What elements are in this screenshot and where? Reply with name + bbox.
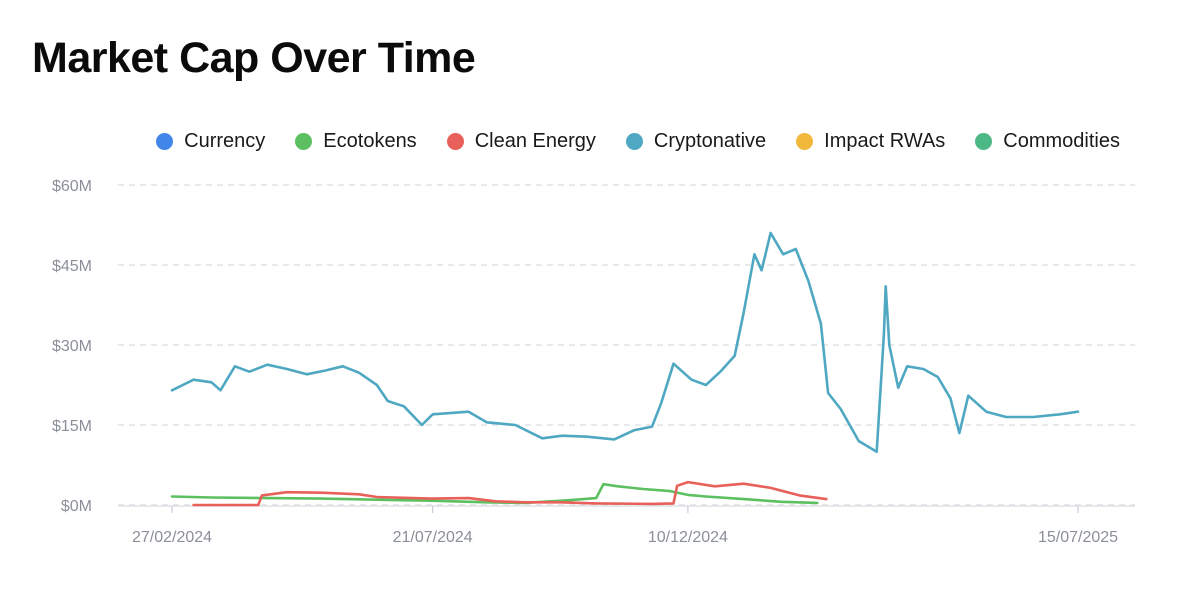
x-axis: 27/02/2024 21/07/2024 10/12/2024 15/07/2… [118, 505, 1135, 546]
legend-item-commodities[interactable]: Commodities [975, 130, 1120, 153]
x-tick-label: 21/07/2024 [393, 529, 473, 546]
y-tick-label: $45M [52, 258, 92, 275]
y-tick-label: $15M [52, 418, 92, 435]
x-tick-marks [171, 506, 1079, 513]
legend-swatch-ecotokens [295, 133, 313, 150]
series-line-cryptonative [170, 231, 1080, 454]
series-lines [170, 231, 1080, 507]
legend-item-impact-rwas[interactable]: Impact RWAs [796, 130, 945, 153]
y-tick-label: $30M [52, 338, 92, 355]
chart-legend: Currency Ecotokens Clean Energy Cryptona… [156, 130, 1120, 153]
chart-title: Market Cap Over Time [32, 34, 476, 82]
legend-label-currency: Currency [184, 130, 266, 152]
legend-item-ecotokens[interactable]: Ecotokens [295, 130, 417, 153]
legend-label-ecotokens: Ecotokens [323, 130, 417, 152]
legend-item-cryptonative[interactable]: Cryptonative [625, 130, 767, 153]
legend-item-currency[interactable]: Currency [156, 130, 265, 153]
legend-label-impact-rwas: Impact RWAs [824, 130, 946, 152]
y-tick-label: $60M [52, 178, 92, 195]
legend-item-clean-energy[interactable]: Clean Energy [446, 130, 596, 153]
x-tick-label: 15/07/2025 [1038, 529, 1118, 546]
legend-swatch-commodities [975, 133, 993, 150]
x-tick-label: 27/02/2024 [132, 529, 212, 546]
legend-label-commodities: Commodities [1003, 130, 1120, 152]
legend-label-clean-energy: Clean Energy [474, 130, 596, 152]
legend-swatch-impact-rwas [796, 133, 814, 150]
legend-swatch-currency [156, 133, 174, 150]
legend-swatch-clean-energy [446, 133, 464, 150]
legend-label-cryptonative: Cryptonative [653, 130, 767, 152]
series-line-clean-energy [192, 480, 828, 507]
series-line-ecotokens [170, 482, 819, 505]
y-tick-label: $0M [61, 498, 92, 515]
legend-swatch-cryptonative [625, 133, 643, 150]
x-tick-label: 10/12/2024 [648, 529, 728, 546]
y-axis: $0M $15M $30M $45M $60M [52, 178, 92, 515]
y-gridlines [118, 184, 1135, 506]
